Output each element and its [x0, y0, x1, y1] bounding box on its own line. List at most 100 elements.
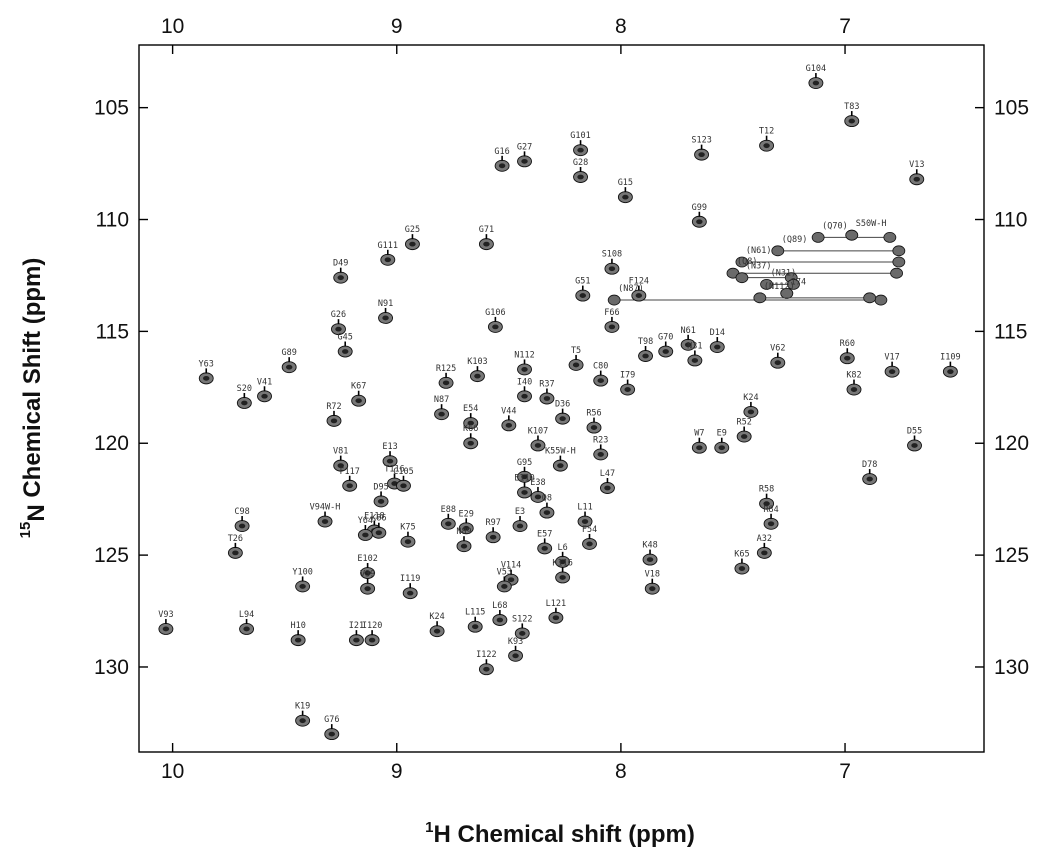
nh2-peak: [787, 278, 800, 290]
peak-core: [913, 176, 920, 182]
peak-core: [866, 476, 873, 482]
peak-label: K75: [400, 523, 415, 533]
peak-label: E54: [463, 404, 478, 414]
peak-label: Y63: [199, 359, 214, 369]
peak-core: [696, 219, 703, 225]
peak-label: L94: [239, 610, 254, 620]
nh2-peak: [607, 294, 621, 306]
peak-core: [438, 411, 445, 417]
peak-core: [767, 521, 775, 527]
peak-core: [391, 481, 398, 486]
peak-core: [409, 241, 416, 247]
peak-core: [597, 378, 604, 384]
peak-label: V62: [770, 344, 785, 354]
peak-core: [261, 393, 268, 399]
peak-core: [738, 566, 746, 571]
peak-core: [238, 523, 246, 529]
peak-core: [433, 628, 441, 634]
peak-core: [559, 559, 566, 565]
peak-core: [590, 425, 598, 430]
peak-core: [691, 358, 699, 363]
peak-core: [400, 483, 407, 489]
y-tick-label-right: 105: [994, 97, 1029, 120]
peak-label: F54: [582, 525, 597, 535]
peak-label: I21: [349, 621, 364, 631]
peak-core: [559, 575, 566, 580]
peak-label: E57: [537, 529, 552, 539]
peak-label: G15: [618, 178, 633, 188]
peak-core: [911, 443, 918, 448]
x-tick-label: 10: [161, 760, 184, 783]
peak-label: K66: [463, 424, 478, 434]
nh2-pair-label: (Q8): [737, 257, 757, 267]
peak-label: L121: [546, 599, 566, 609]
nh2-pair-label: (N112): [764, 282, 795, 292]
peak-label: K67: [351, 382, 366, 392]
peak-core: [241, 400, 248, 406]
peak-core: [521, 367, 528, 372]
peak-core: [232, 550, 239, 556]
peak-label: S108: [602, 250, 622, 260]
nh2-peak: [892, 245, 906, 257]
nh2-pair-label: I74: [791, 277, 806, 287]
peak-label: R60: [840, 339, 855, 349]
peak-core: [299, 718, 306, 724]
peak-label: K65: [734, 550, 749, 560]
peak-core: [346, 483, 353, 489]
peak-core: [521, 393, 528, 399]
y-tick-label-right: 125: [994, 544, 1029, 567]
peak-core: [559, 416, 566, 422]
peak-core: [714, 344, 721, 350]
peak-label: D78: [862, 460, 877, 470]
peak-label: V53: [497, 567, 512, 577]
peak-label: R58: [759, 485, 774, 495]
peak-label: R125: [436, 364, 456, 374]
peak-core: [557, 463, 564, 469]
peak-label: K48: [642, 541, 657, 551]
nh2-peak: [863, 292, 877, 304]
peak-core: [812, 80, 820, 86]
x-axis-title: 1H Chemical shift (ppm): [425, 819, 695, 848]
peak-core: [203, 375, 210, 381]
peak-label: G95: [517, 458, 532, 468]
peak-core: [299, 584, 306, 589]
peak-core: [489, 534, 497, 540]
peak-core: [483, 241, 490, 247]
peak-label: G16: [494, 147, 509, 157]
nh2-pair-label: (Q70): [822, 221, 848, 231]
nh2-pair-label: (N61): [746, 246, 772, 256]
peak-label: V81: [333, 447, 348, 457]
peak-label: G106: [485, 308, 505, 318]
x-tick-label-top: 8: [615, 15, 627, 38]
peak-label: E110: [514, 473, 534, 483]
peak-core: [622, 194, 629, 200]
peak-label: R72: [326, 402, 341, 412]
nh2-pair-layer: (Q70) S50W-H(Q89)(N61)(Q8)(N37)(N31)I74(N…: [607, 219, 906, 306]
peak-core: [483, 666, 490, 672]
peak-label: G26: [331, 310, 346, 320]
x-tick-label-top: 7: [839, 15, 851, 38]
peak-core: [501, 584, 508, 589]
peak-label: I119: [400, 574, 420, 584]
peak-label: E102: [357, 554, 377, 564]
peak-core: [662, 349, 669, 354]
peak-label: K116: [552, 558, 572, 568]
peak-core: [577, 174, 584, 180]
peak-core: [774, 360, 781, 366]
peak-label: V13: [909, 160, 924, 170]
peak-label: W7: [694, 429, 704, 439]
peak-label: F66: [604, 308, 619, 318]
peak-label: T12: [759, 127, 774, 137]
peak-core: [521, 158, 528, 164]
peaks-layer: G104 T83 T12 S123 G101 G27 G16 V13 G28 G15 G99 G25 G…: [158, 64, 961, 741]
peak-core: [364, 586, 371, 592]
peak-label: K82: [846, 371, 861, 381]
nh2-peak: [883, 232, 897, 243]
peak-core: [646, 557, 654, 562]
peak-core: [572, 362, 580, 368]
peak-core: [337, 275, 344, 281]
peak-label: G111: [378, 241, 398, 251]
peak-core: [608, 266, 616, 272]
peak-label: S123: [691, 136, 711, 146]
peak-label: K107: [528, 426, 548, 436]
